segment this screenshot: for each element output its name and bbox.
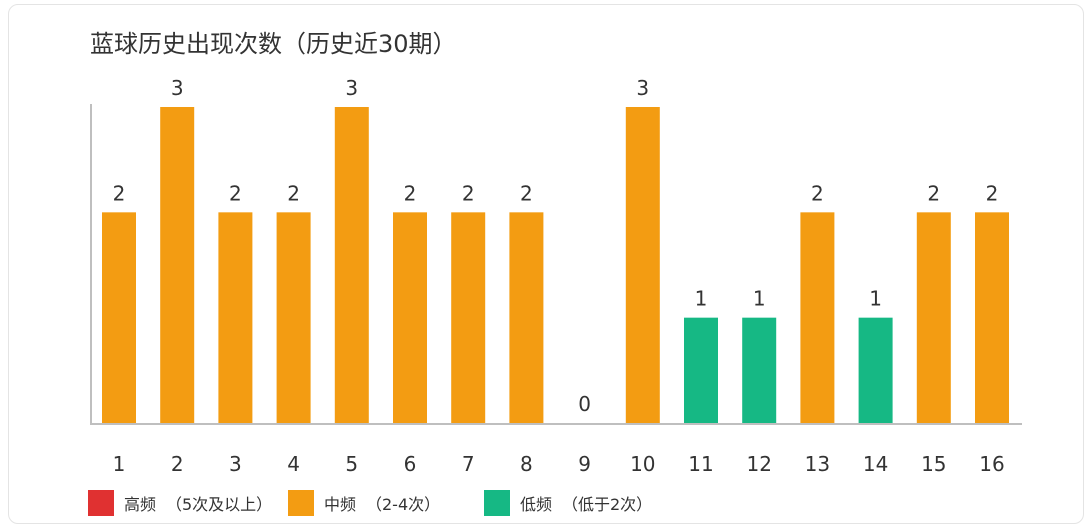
x-tick-11: 11 xyxy=(688,452,713,476)
x-tick-1: 1 xyxy=(113,452,126,476)
data-label-10: 3 xyxy=(636,76,649,100)
data-label-15: 2 xyxy=(927,181,940,205)
data-label-6: 2 xyxy=(404,181,417,205)
bar-13 xyxy=(800,212,835,423)
bar-11 xyxy=(684,317,718,423)
data-label-9: 0 xyxy=(578,392,591,416)
x-tick-13: 13 xyxy=(805,452,830,476)
bar-12 xyxy=(742,317,777,423)
x-tick-5: 5 xyxy=(345,452,358,476)
legend-label-0: 高频 xyxy=(124,495,156,514)
x-tick-3: 3 xyxy=(229,452,242,476)
x-tick-7: 7 xyxy=(462,452,475,476)
x-tick-9: 9 xyxy=(578,452,591,476)
bar-8 xyxy=(509,212,544,423)
bar-16 xyxy=(975,212,1009,423)
legend-swatch-0 xyxy=(88,490,114,516)
legend-note-1: （2-4次） xyxy=(366,495,440,514)
bar-15 xyxy=(916,212,951,423)
legend-label-2: 低频 xyxy=(520,495,552,514)
legend-label-1: 中频 xyxy=(324,495,356,514)
chart-title: 蓝球历史出现次数（历史近30期） xyxy=(90,30,457,58)
bar-14 xyxy=(858,317,893,423)
bar-3 xyxy=(218,212,253,423)
legend-note-0: （5次及以上） xyxy=(166,495,272,514)
bar-10 xyxy=(625,107,660,423)
x-tick-15: 15 xyxy=(921,452,946,476)
bar-7 xyxy=(451,212,486,423)
x-tick-6: 6 xyxy=(404,452,417,476)
data-label-16: 2 xyxy=(986,181,999,205)
legend-note-2: （低于2次） xyxy=(562,495,652,514)
x-tick-8: 8 xyxy=(520,452,533,476)
legend-swatch-1 xyxy=(288,490,314,516)
data-label-7: 2 xyxy=(462,181,475,205)
data-label-5: 3 xyxy=(345,76,358,100)
data-label-2: 3 xyxy=(171,76,184,100)
legend: 高频 （5次及以上） 中频 （2-4次） 低频 （低于2次） xyxy=(88,490,652,516)
bar-5 xyxy=(334,107,369,423)
bar-2 xyxy=(160,107,195,423)
x-tick-2: 2 xyxy=(171,452,184,476)
x-tick-4: 4 xyxy=(287,452,300,476)
x-tick-16: 16 xyxy=(979,452,1004,476)
data-label-4: 2 xyxy=(287,181,300,205)
data-label-13: 2 xyxy=(811,181,824,205)
x-tick-14: 14 xyxy=(863,452,888,476)
data-label-11: 1 xyxy=(695,287,708,311)
x-tick-12: 12 xyxy=(746,452,771,476)
bar-6 xyxy=(393,212,427,423)
x-tick-10: 10 xyxy=(630,452,655,476)
data-label-3: 2 xyxy=(229,181,242,205)
data-label-1: 2 xyxy=(113,181,126,205)
bar-1 xyxy=(102,212,136,423)
data-label-8: 2 xyxy=(520,181,533,205)
legend-swatch-2 xyxy=(484,490,510,516)
bar-4 xyxy=(276,212,311,423)
data-label-12: 1 xyxy=(753,287,766,311)
data-label-14: 1 xyxy=(869,287,882,311)
